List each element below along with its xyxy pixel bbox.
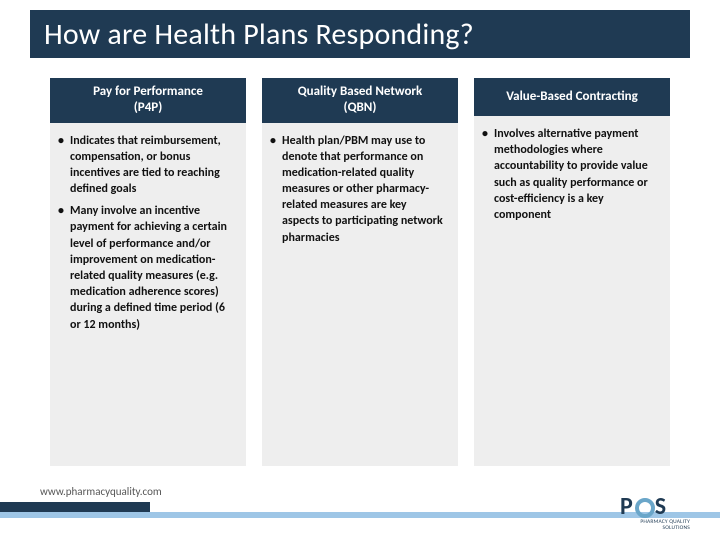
column-qbn: Quality Based Network (QBN) Health plan/… [262,78,458,466]
column-body: Health plan/PBM may use to denote that p… [262,123,458,467]
column-header-line1: Pay for Performance [93,84,203,99]
title-bar: How are Health Plans Responding? [30,10,690,58]
column-p4p: Pay for Performance (P4P) Indicates that… [50,78,246,466]
pqs-logo: PS PHARMACY QUALITY SOLUTIONS [620,492,690,532]
column-body: Indicates that reimbursement, compensati… [50,123,246,467]
bullet-list: Health plan/PBM may use to denote that p… [282,133,446,246]
footer: www.pharmacyquality.com PS PHARMACY QUAL… [0,476,720,540]
logo-letter-p: P [620,492,634,521]
bullet-item: Indicates that reimbursement, compensati… [70,133,234,198]
slide: How are Health Plans Responding? Pay for… [0,0,720,540]
bullet-list: Involves alternative payment methodologi… [494,126,658,223]
footer-stripe-dark [0,502,150,512]
logo-letter-s: S [655,492,667,521]
column-header: Quality Based Network (QBN) [262,78,458,123]
footer-stripe-light [0,512,720,518]
logo-ring-icon [635,498,655,518]
column-vbc: Value-Based Contracting Involves alterna… [474,78,670,466]
columns-container: Pay for Performance (P4P) Indicates that… [50,78,670,466]
bullet-item: Many involve an incentive payment for ac… [70,203,234,333]
bullet-list: Indicates that reimbursement, compensati… [70,133,234,333]
footer-url: www.pharmacyquality.com [40,485,162,498]
bullet-item: Health plan/PBM may use to denote that p… [282,133,446,246]
column-header: Pay for Performance (P4P) [50,78,246,123]
column-header-line1: Quality Based Network [298,84,423,99]
logo-text: PS [620,492,690,521]
slide-title: How are Health Plans Responding? [44,16,474,53]
column-header: Value-Based Contracting [474,78,670,116]
column-body: Involves alternative payment methodologi… [474,116,670,466]
column-header-line1: Value-Based Contracting [506,89,638,104]
column-header-line2: (QBN) [298,100,423,116]
bullet-item: Involves alternative payment methodologi… [494,126,658,223]
column-header-line2: (P4P) [93,100,203,116]
